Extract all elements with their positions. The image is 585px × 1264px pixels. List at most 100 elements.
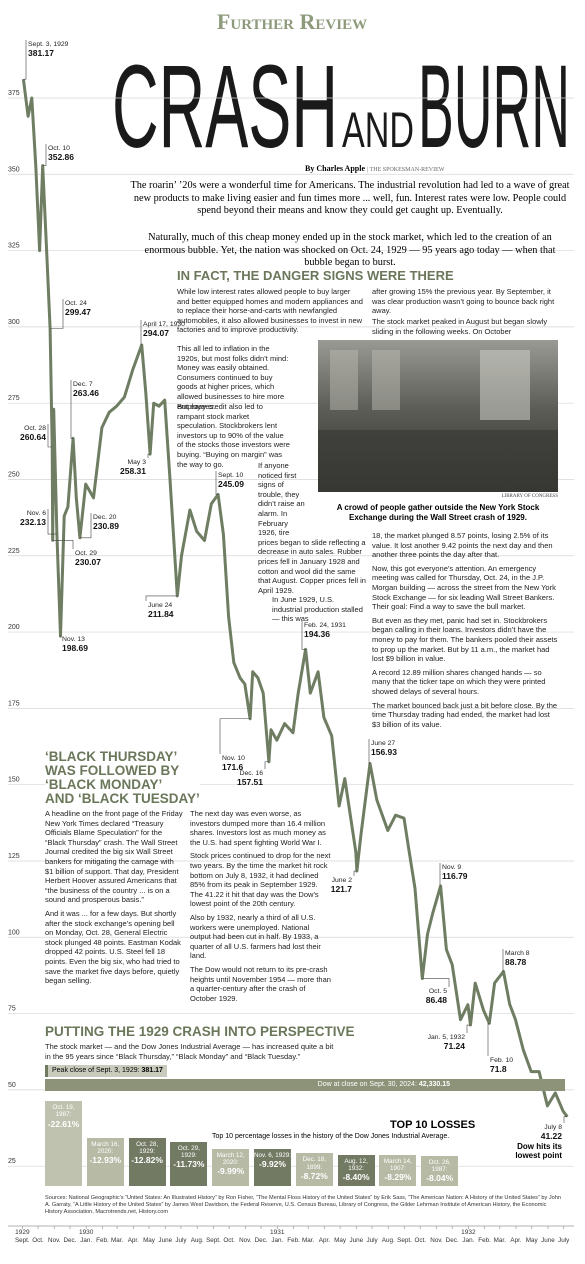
annotation-date: June 2 — [332, 877, 353, 884]
annotation-date: Dec. 20 — [93, 514, 117, 521]
annotation-leader — [145, 595, 178, 601]
photo-building — [480, 350, 530, 420]
annotation-value: 157.51 — [237, 777, 263, 787]
bar-value-label: -12.82% — [131, 1155, 163, 1166]
annotation-leader — [439, 863, 441, 887]
bar-title: TOP 10 LOSSES — [390, 1119, 476, 1131]
dow-bar: Dow at close on Sept. 30, 2024: 42,330.1… — [45, 1079, 565, 1091]
bar-category: Oct. 26, 1987: — [428, 1158, 451, 1174]
bar: Dec. 18, 1899: -8.72% — [295, 1153, 333, 1186]
annotation-value: 88.78 — [505, 957, 527, 967]
heading-line: AND ‘BLACK TUESDAY’ — [45, 791, 200, 806]
y-tick-label: 75 — [8, 1006, 16, 1013]
peak-value: 381.17 — [141, 1067, 163, 1074]
x-tick-label: Oct. — [32, 1237, 44, 1244]
annotation-leader — [219, 718, 251, 754]
paragraph: And it was ... for a few days. But short… — [45, 908, 181, 986]
annotation-date: Jan. 5, 1932 — [428, 1034, 466, 1041]
photo-column — [330, 350, 358, 410]
bar-category: Aug. 12, 1932: — [344, 1157, 368, 1172]
paragraph: The stock market — and the Dow Jones Ind… — [45, 1042, 334, 1061]
annotation-date: Oct. 5 — [429, 988, 447, 995]
x-tick-label: Mar. — [494, 1237, 506, 1244]
x-tick-label: Nov. — [430, 1237, 443, 1244]
x-tick-label: Apr. — [319, 1237, 330, 1244]
annotation-value: 263.46 — [73, 388, 99, 398]
annotation-value: 258.31 — [120, 466, 146, 476]
bar-category: Nov. 6, 1929: — [254, 1151, 291, 1159]
paragraph: 18, the market plunged 8.57 points, losi… — [372, 531, 553, 560]
paragraph: This all led to inflation in the 1920s, … — [177, 344, 289, 411]
x-tick-label: Sept. — [15, 1237, 30, 1244]
bar-value-label: -9.92% — [259, 1159, 286, 1169]
paragraph: The market bounced back just a bit befor… — [372, 700, 558, 729]
annotation-value: 198.69 — [62, 643, 88, 653]
annotation-value: 194.36 — [304, 629, 330, 639]
x-tick-label: May — [526, 1237, 539, 1244]
bar-value-label: -22.61% — [47, 1118, 80, 1129]
paragraph: after growing 15% the previous year. By … — [372, 287, 555, 316]
column: 18, the market plunged 8.57 points, losi… — [372, 531, 558, 733]
bar-category: March 14, 1907: — [383, 1157, 412, 1173]
x-tick-label: Feb. — [478, 1237, 491, 1244]
bar-category: Oct. 29, 1929: — [177, 1145, 200, 1160]
intro-1: The roarin’ ’20s were a wonderful time f… — [130, 180, 570, 217]
annotation-leader — [59, 635, 61, 637]
y-tick-label: 275 — [8, 395, 20, 402]
annotation-leader — [563, 1116, 568, 1123]
annotation-leader — [70, 380, 74, 439]
annotation-value: 299.47 — [65, 307, 91, 317]
annotation-date: Dec. 16 — [240, 770, 264, 777]
x-tick-label: Feb. — [96, 1237, 109, 1244]
peak-label: Peak close of Sept. 3, 1929: — [52, 1067, 140, 1074]
annotation-date: Feb. 10 — [490, 1057, 513, 1064]
annotation-value: 71.24 — [444, 1041, 466, 1051]
title-and: AND — [342, 102, 414, 158]
y-tick-label: 200 — [8, 624, 20, 631]
y-tick-label: 175 — [8, 700, 20, 707]
annotation-date: Oct. 10 — [48, 145, 70, 152]
annotation-leader — [52, 540, 74, 549]
peak-marker — [45, 1065, 48, 1077]
paragraph: In June 1929, U.S. industrial production… — [272, 595, 363, 624]
x-year-label: 1930 — [79, 1229, 94, 1236]
bar: March 16, 2020: -12.93% — [86, 1137, 124, 1186]
annotation-date: June 24 — [148, 602, 172, 609]
paragraph: But easy credit also led to rampant stoc… — [177, 402, 290, 469]
y-tick-label: 225 — [8, 548, 20, 555]
x-year-label: 1929 — [15, 1229, 30, 1236]
x-tick-label: Apr. — [510, 1237, 521, 1244]
bar: Aug. 12, 1932: -8.40% — [337, 1154, 375, 1186]
annotation-date: Sept. 3, 1929 — [28, 41, 69, 48]
paragraph: A record 12.89 million shares changed ha… — [372, 667, 546, 696]
outlet-name: THE SPOKESMAN-REVIEW — [369, 167, 445, 173]
photo-credit: LIBRARY OF CONGRESS — [501, 494, 559, 499]
annotation-date: July 8 — [544, 1124, 562, 1131]
dow-label: Dow at close on Sept. 30, 2024: — [317, 1081, 417, 1088]
x-tick-label: Jan. — [271, 1237, 283, 1244]
annotation-value: 381.17 — [28, 48, 54, 58]
kicker: Further Review — [217, 9, 367, 34]
heading-line: ‘BLACK THURSDAY’ — [45, 749, 178, 764]
x-year-label: 1931 — [270, 1229, 285, 1236]
section-heading: IN FACT, THE DANGER SIGNS WERE THERE — [177, 268, 454, 283]
annotation-value: 171.6 — [222, 762, 244, 772]
dow-value: 42,330.15 — [418, 1081, 450, 1088]
author: By Charles Apple — [305, 164, 366, 173]
paragraph: Also by 1932, nearly a third of all U.S.… — [190, 912, 321, 961]
y-tick-label: 375 — [8, 90, 20, 97]
annotation-leader — [79, 513, 92, 539]
paragraph: Stock prices continued to drop for the n… — [190, 851, 331, 909]
data-line — [21, 79, 569, 1118]
annotation-leader — [47, 424, 53, 448]
annotation-leader — [368, 739, 370, 764]
x-tick-label: Oct. — [223, 1237, 235, 1244]
x-tick-label: Dec. — [446, 1237, 459, 1244]
annotation-date: Oct. 29 — [75, 550, 97, 557]
column: The next day was even worse, as investor… — [190, 809, 332, 1007]
annotation-value: 156.93 — [371, 747, 397, 757]
x-tick-label: Mar. — [302, 1237, 314, 1244]
photo-column — [372, 350, 400, 410]
bar-value-label: -9.99% — [217, 1165, 245, 1176]
